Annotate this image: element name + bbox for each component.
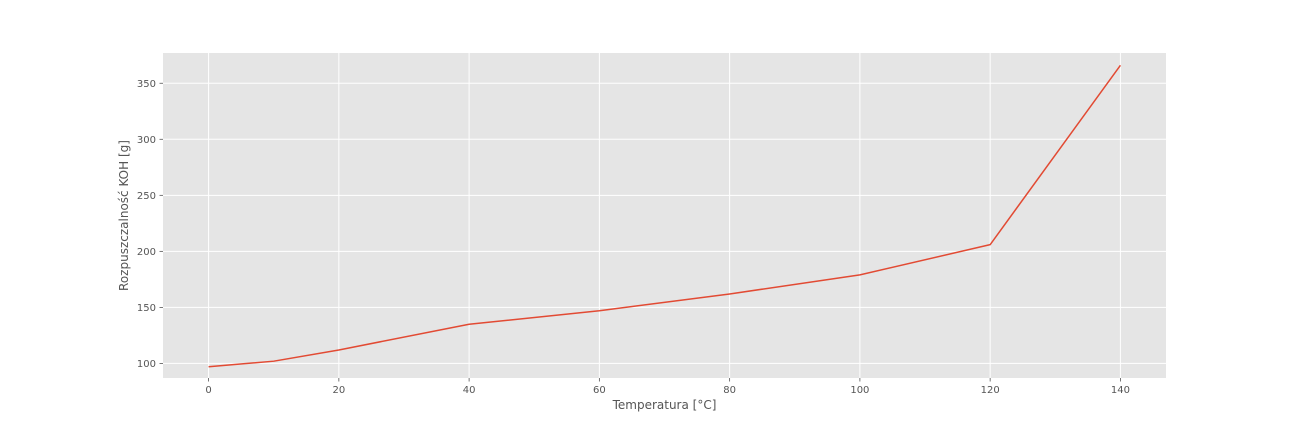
plot-area [163,53,1166,378]
x-tick-label: 60 [593,385,606,396]
x-tick-label: 140 [1111,385,1130,396]
y-tick-label: 150 [137,303,156,314]
x-axis-ticks: 0 20 40 60 80 100 120 140 [205,378,1130,396]
x-tick-label: 40 [463,385,476,396]
y-axis-ticks: 100 150 200 250 300 350 [137,79,163,370]
y-tick-label: 350 [137,79,156,90]
series-group [208,64,1122,368]
x-tick-label: 80 [723,385,736,396]
x-tick-label: 100 [850,385,869,396]
y-tick-label: 200 [137,247,156,258]
x-axis-label: Temperatura [°C] [612,398,717,412]
series-line [208,64,1122,368]
x-tick-label: 20 [332,385,345,396]
y-axis-label: Rozpuszczalność KOH [g] [117,140,131,291]
y-tick-label: 100 [137,359,156,370]
x-tick-label: 0 [205,385,211,396]
y-tick-label: 300 [137,135,156,146]
grid-lines [163,53,1166,378]
y-tick-label: 250 [137,191,156,202]
x-tick-label: 120 [981,385,1000,396]
